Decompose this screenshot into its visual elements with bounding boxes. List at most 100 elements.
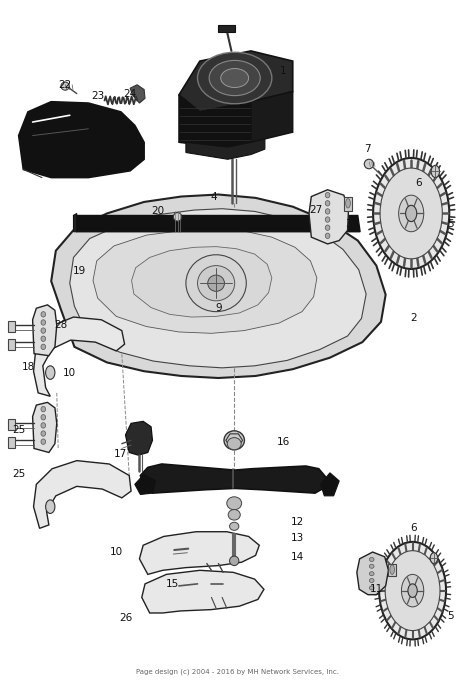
Ellipse shape	[227, 497, 242, 510]
Polygon shape	[33, 402, 57, 453]
Ellipse shape	[198, 265, 235, 301]
Ellipse shape	[380, 168, 442, 259]
Text: 5: 5	[447, 612, 454, 621]
Text: 5: 5	[447, 218, 454, 229]
Text: 28: 28	[54, 320, 67, 330]
Polygon shape	[34, 461, 131, 529]
Polygon shape	[126, 422, 153, 455]
Text: 12: 12	[291, 517, 304, 527]
Ellipse shape	[369, 558, 374, 562]
Polygon shape	[135, 474, 155, 495]
Ellipse shape	[401, 574, 424, 607]
Text: 18: 18	[21, 362, 35, 372]
Ellipse shape	[390, 565, 394, 574]
Ellipse shape	[325, 200, 330, 206]
Text: 2: 2	[410, 314, 417, 323]
Ellipse shape	[325, 217, 330, 223]
Bar	[9, 321, 16, 332]
Ellipse shape	[46, 500, 55, 513]
Ellipse shape	[430, 553, 438, 564]
Ellipse shape	[186, 255, 246, 312]
Text: 4: 4	[210, 191, 217, 202]
Ellipse shape	[41, 439, 46, 444]
Polygon shape	[388, 564, 396, 576]
Text: Page design (c) 2004 - 2016 by MH Network Services, Inc.: Page design (c) 2004 - 2016 by MH Networ…	[136, 669, 338, 675]
Polygon shape	[73, 216, 360, 231]
Polygon shape	[309, 190, 348, 244]
Polygon shape	[320, 473, 339, 496]
Ellipse shape	[229, 556, 239, 565]
Ellipse shape	[325, 225, 330, 230]
Ellipse shape	[41, 423, 46, 428]
Ellipse shape	[41, 430, 46, 436]
Ellipse shape	[406, 205, 417, 222]
Polygon shape	[93, 229, 317, 333]
Text: 14: 14	[291, 552, 304, 562]
Ellipse shape	[379, 542, 446, 639]
Text: 17: 17	[114, 449, 128, 459]
Polygon shape	[142, 570, 264, 613]
Ellipse shape	[46, 366, 55, 379]
Ellipse shape	[221, 68, 248, 88]
Polygon shape	[51, 194, 386, 378]
Text: 21: 21	[26, 158, 39, 168]
Bar	[9, 339, 16, 350]
Ellipse shape	[369, 578, 374, 583]
Text: 7: 7	[364, 144, 370, 154]
Polygon shape	[186, 139, 265, 160]
Ellipse shape	[369, 571, 374, 576]
Text: 6: 6	[415, 178, 421, 188]
Polygon shape	[251, 92, 293, 142]
Text: 23: 23	[91, 91, 104, 102]
Bar	[9, 419, 16, 430]
Text: 26: 26	[119, 613, 132, 623]
Polygon shape	[33, 305, 57, 356]
Polygon shape	[226, 434, 243, 447]
Ellipse shape	[369, 586, 374, 590]
Text: 20: 20	[152, 207, 164, 216]
Text: 10: 10	[109, 547, 123, 557]
Ellipse shape	[325, 233, 330, 238]
Text: 24: 24	[124, 88, 137, 99]
Ellipse shape	[61, 82, 69, 91]
Polygon shape	[132, 247, 272, 317]
Ellipse shape	[373, 158, 449, 269]
Ellipse shape	[209, 60, 260, 95]
Ellipse shape	[399, 195, 424, 231]
Polygon shape	[70, 209, 366, 368]
Polygon shape	[18, 102, 144, 178]
Ellipse shape	[208, 275, 225, 292]
Text: 16: 16	[277, 437, 290, 446]
Ellipse shape	[41, 320, 46, 325]
Text: 10: 10	[63, 368, 76, 377]
Ellipse shape	[346, 198, 350, 208]
Text: 1: 1	[280, 66, 287, 76]
Polygon shape	[357, 552, 388, 595]
Ellipse shape	[41, 406, 46, 412]
Polygon shape	[130, 85, 145, 103]
Text: 9: 9	[215, 303, 222, 313]
Ellipse shape	[224, 430, 245, 450]
Ellipse shape	[325, 209, 330, 214]
Ellipse shape	[325, 193, 330, 198]
Polygon shape	[34, 317, 125, 396]
Polygon shape	[73, 214, 77, 231]
Ellipse shape	[408, 584, 417, 598]
Polygon shape	[179, 51, 293, 112]
Polygon shape	[139, 532, 259, 574]
Text: 27: 27	[310, 205, 323, 215]
Polygon shape	[140, 464, 326, 493]
Ellipse shape	[385, 551, 440, 631]
Bar	[9, 437, 16, 448]
Ellipse shape	[41, 344, 46, 350]
Ellipse shape	[369, 565, 374, 568]
Ellipse shape	[227, 437, 241, 450]
Text: 15: 15	[165, 579, 179, 589]
Text: 25: 25	[12, 425, 25, 435]
Ellipse shape	[41, 336, 46, 341]
Polygon shape	[179, 95, 251, 149]
Ellipse shape	[41, 415, 46, 420]
Text: 13: 13	[291, 533, 304, 544]
Ellipse shape	[229, 522, 239, 531]
Ellipse shape	[365, 160, 374, 169]
